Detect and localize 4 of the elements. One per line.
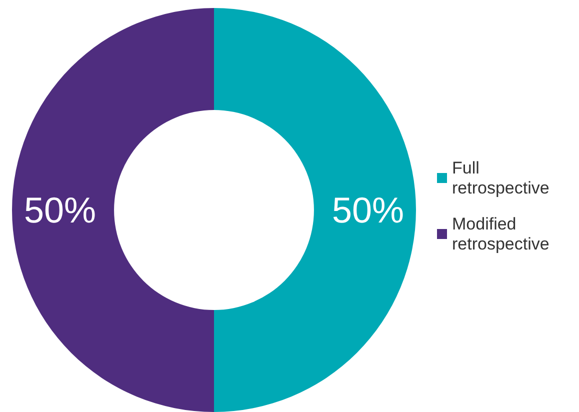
data-label: 50% — [24, 190, 96, 230]
legend-label: Full retrospective — [452, 158, 550, 198]
data-label: 50% — [332, 190, 404, 230]
legend-label: Modified retrospective — [452, 214, 550, 254]
